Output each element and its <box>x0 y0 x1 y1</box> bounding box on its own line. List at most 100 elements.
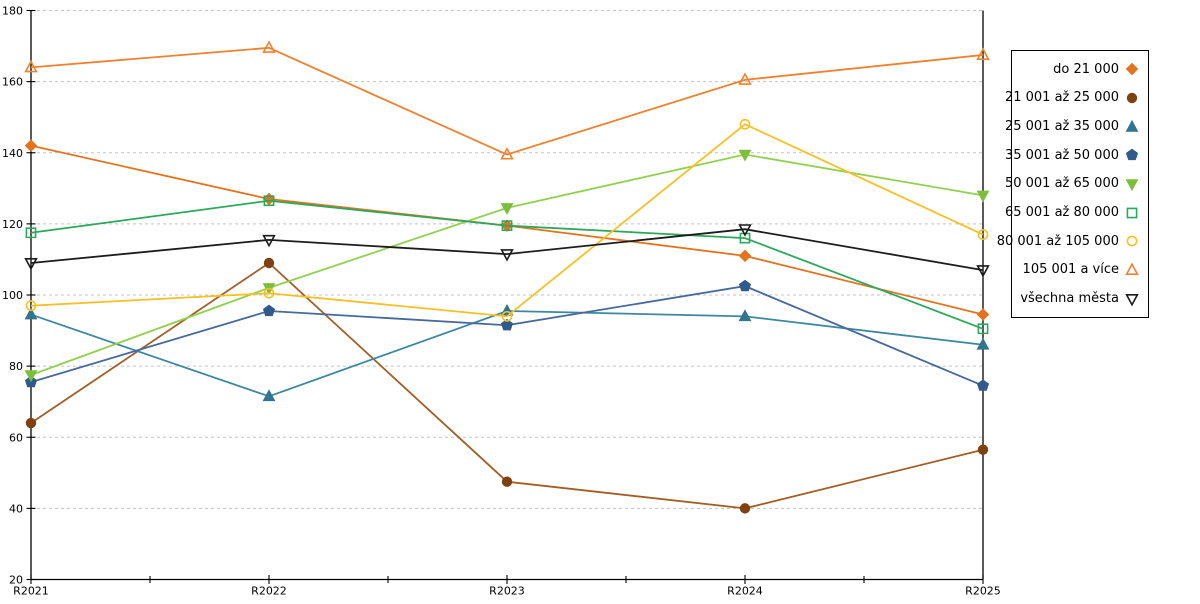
legend-item-0: do 21 000 <box>1012 61 1148 77</box>
pentagon-marker-icon <box>262 304 276 317</box>
pentagon-marker-icon <box>500 318 514 331</box>
legend-square-icon <box>1126 207 1138 219</box>
triangle-down-marker-icon <box>262 234 276 248</box>
triangle-down-marker-icon <box>500 249 514 262</box>
diamond-marker-icon <box>738 249 752 263</box>
triangle-up-marker-icon <box>24 307 38 320</box>
triangle-up-marker-icon <box>24 59 38 73</box>
diamond-marker-icon <box>976 308 990 321</box>
circle-marker-icon <box>501 310 513 322</box>
circle-marker-icon <box>501 476 513 487</box>
circle-marker-icon <box>263 257 275 269</box>
y-tick-label: 20 <box>9 574 23 587</box>
legend-item-4: 50 001 až 65 000 <box>1005 176 1148 192</box>
circle-marker-icon <box>739 503 751 514</box>
x-tick-label: R2025 <box>965 585 1001 598</box>
legend-triangle-down-icon <box>1125 179 1139 192</box>
legend-item-5: 65 001 až 80 000 <box>1005 205 1148 221</box>
y-tick-label: 160 <box>2 76 23 89</box>
legend-label: 21 001 až 25 000 <box>1004 90 1119 106</box>
y-tick-label: 140 <box>2 147 23 160</box>
triangle-down-marker-icon <box>738 224 752 237</box>
series-line-6 <box>30 123 984 318</box>
x-tick-label: R2021 <box>13 585 49 598</box>
pentagon-marker-icon <box>976 379 990 391</box>
legend-item-6: 80 001 až 105 000 <box>997 233 1148 249</box>
x-tick-label: R2022 <box>251 585 287 598</box>
square-marker-icon <box>1126 207 1138 219</box>
legend-triangle-up-icon <box>1125 262 1139 275</box>
chart-legend: do 21 000 21 001 až 25 000 25 001 až 35 00… <box>997 50 1149 318</box>
series-line-8 <box>30 228 984 271</box>
circle-marker-icon <box>977 444 989 455</box>
triangle-down-marker-icon <box>976 190 990 203</box>
triangle-down-marker-icon <box>24 370 38 383</box>
triangle-down-marker-icon <box>738 149 752 162</box>
diamond-marker-icon <box>1125 63 1139 76</box>
circle-marker-icon <box>739 118 751 130</box>
legend-label: 105 001 a více <box>1022 262 1119 278</box>
y-tick-label: 100 <box>2 289 23 302</box>
legend-circle-icon <box>1126 235 1138 247</box>
series-line-1 <box>30 261 984 510</box>
legend-item-8: všechna města <box>1012 291 1148 307</box>
legend-label: 25 001 až 35 000 <box>1004 119 1119 135</box>
pentagon-marker-icon <box>1125 148 1139 161</box>
pentagon-marker-icon <box>738 279 752 292</box>
diamond-marker-icon <box>24 139 38 152</box>
legend-label: do 21 000 <box>1053 61 1119 77</box>
y-tick-label: 80 <box>9 360 23 373</box>
x-tick-label: R2023 <box>489 585 525 598</box>
square-marker-icon <box>977 323 989 335</box>
triangle-down-marker-icon <box>1125 179 1139 192</box>
y-tick-label: 120 <box>2 218 23 231</box>
x-tick-label: R2024 <box>727 585 763 598</box>
series-line-3 <box>30 285 984 387</box>
triangle-up-marker-icon <box>738 309 752 322</box>
series-line-5 <box>30 199 984 330</box>
legend-item-3: 35 001 až 50 000 <box>1005 147 1148 163</box>
y-tick-label: 40 <box>9 502 23 515</box>
triangle-down-marker-icon <box>24 257 38 271</box>
square-marker-icon <box>25 227 37 239</box>
triangle-up-marker-icon <box>500 147 514 160</box>
series-line-7 <box>30 46 984 156</box>
circle-marker-icon <box>25 417 37 429</box>
y-tick-label: 60 <box>9 431 23 444</box>
circle-marker-icon <box>1126 235 1138 247</box>
triangle-down-marker-icon <box>1125 293 1139 307</box>
square-marker-icon <box>263 195 275 207</box>
triangle-up-marker-icon <box>738 72 752 85</box>
legend-triangle-up-icon <box>1125 119 1139 132</box>
triangle-up-marker-icon <box>262 389 276 402</box>
legend-item-1: 21 001 až 25 000 <box>1005 90 1148 106</box>
legend-label: 65 001 až 80 000 <box>1004 205 1119 221</box>
triangle-up-marker-icon <box>976 47 990 60</box>
y-tick-label: 180 <box>2 5 23 18</box>
legend-label: 80 001 až 105 000 <box>996 233 1119 249</box>
legend-diamond-icon <box>1125 63 1139 76</box>
triangle-up-marker-icon <box>1125 262 1139 275</box>
circle-marker-icon <box>1126 92 1138 104</box>
legend-item-2: 25 001 až 35 000 <box>1005 119 1148 135</box>
triangle-up-marker-icon <box>262 40 276 53</box>
triangle-up-marker-icon <box>1125 119 1139 132</box>
triangle-down-marker-icon <box>976 265 990 278</box>
legend-item-7: 105 001 a více <box>1012 262 1148 278</box>
circle-marker-icon <box>263 287 275 299</box>
legend-label: 35 001 až 50 000 <box>1004 147 1119 163</box>
square-marker-icon <box>501 220 513 232</box>
series-line-4 <box>30 153 984 376</box>
triangle-down-marker-icon <box>500 203 514 215</box>
circle-marker-icon <box>977 229 989 240</box>
legend-pentagon-icon <box>1125 148 1139 161</box>
legend-circle-icon <box>1126 92 1138 104</box>
legend-triangle-down-icon <box>1125 293 1139 307</box>
circle-marker-icon <box>25 300 37 312</box>
diamond-marker-icon <box>262 192 276 206</box>
legend-label: všechna města <box>1020 291 1119 307</box>
triangle-up-marker-icon <box>976 337 990 350</box>
legend-label: 50 001 až 65 000 <box>1004 176 1119 192</box>
